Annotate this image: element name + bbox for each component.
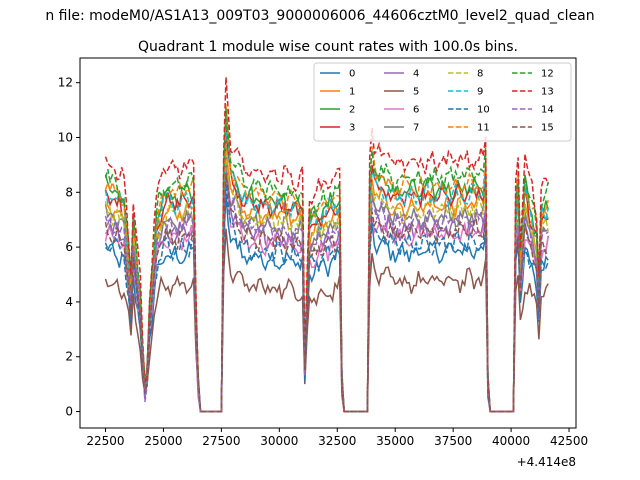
x-tick-label: 32500	[318, 434, 356, 448]
legend-label-12: 12	[541, 69, 554, 80]
legend-label-8: 8	[477, 69, 483, 80]
legend-label-0: 0	[349, 69, 355, 80]
legend-label-4: 4	[413, 69, 419, 80]
x-tick-label: 37500	[434, 434, 472, 448]
x-offset-label: +4.414e8	[517, 455, 576, 469]
y-tick-label: 4	[65, 295, 73, 309]
series-line-9	[104, 132, 549, 413]
y-tick-label: 2	[65, 350, 73, 364]
x-tick-label: 27500	[202, 434, 240, 448]
legend-label-9: 9	[477, 87, 483, 98]
plot-lines	[104, 77, 549, 413]
x-tick-label: 22500	[86, 434, 124, 448]
legend-label-13: 13	[541, 87, 554, 98]
x-tick-label: 25000	[144, 434, 182, 448]
legend-label-5: 5	[413, 87, 419, 98]
series-line-11	[104, 104, 549, 413]
legend-label-15: 15	[541, 123, 554, 134]
series-line-0	[104, 194, 549, 413]
legend-label-3: 3	[349, 123, 355, 134]
y-tick-label: 8	[65, 185, 73, 199]
legend-label-6: 6	[413, 105, 419, 116]
y-tick-label: 0	[65, 405, 73, 419]
legend-label-2: 2	[349, 105, 355, 116]
axes-frame	[79, 57, 577, 429]
legend-label-1: 1	[349, 87, 355, 98]
y-tick-label: 10	[58, 130, 73, 144]
legend-label-10: 10	[477, 105, 490, 116]
figure-suptitle: n file: modeM0/AS1A13_009T03_9000006006_…	[45, 8, 594, 24]
legend-label-14: 14	[541, 105, 554, 116]
x-tick-label: 42500	[550, 434, 588, 448]
y-tick-label: 12	[58, 76, 73, 90]
x-tick-label: 30000	[260, 434, 298, 448]
y-axis: 0 2 4 6 8 10 12	[58, 76, 80, 419]
series-line-15	[104, 174, 549, 413]
legend-label-7: 7	[413, 123, 419, 134]
series-line-14	[104, 172, 549, 413]
series-line-13	[104, 77, 549, 413]
legend-box	[313, 62, 572, 142]
legend-label-11: 11	[477, 123, 490, 134]
series-line-5	[104, 228, 549, 413]
x-tick-label: 40000	[492, 434, 530, 448]
y-tick-label: 6	[65, 240, 73, 254]
series-line-10	[104, 183, 549, 413]
series-line-12	[104, 108, 549, 413]
chart-title: Quadrant 1 module wise count rates with …	[138, 39, 518, 55]
series-line-8	[104, 150, 549, 413]
x-tick-label: 35000	[376, 434, 414, 448]
x-axis: 22500 25000 27500 30000 32500 35000 37500 40000…	[86, 428, 588, 448]
